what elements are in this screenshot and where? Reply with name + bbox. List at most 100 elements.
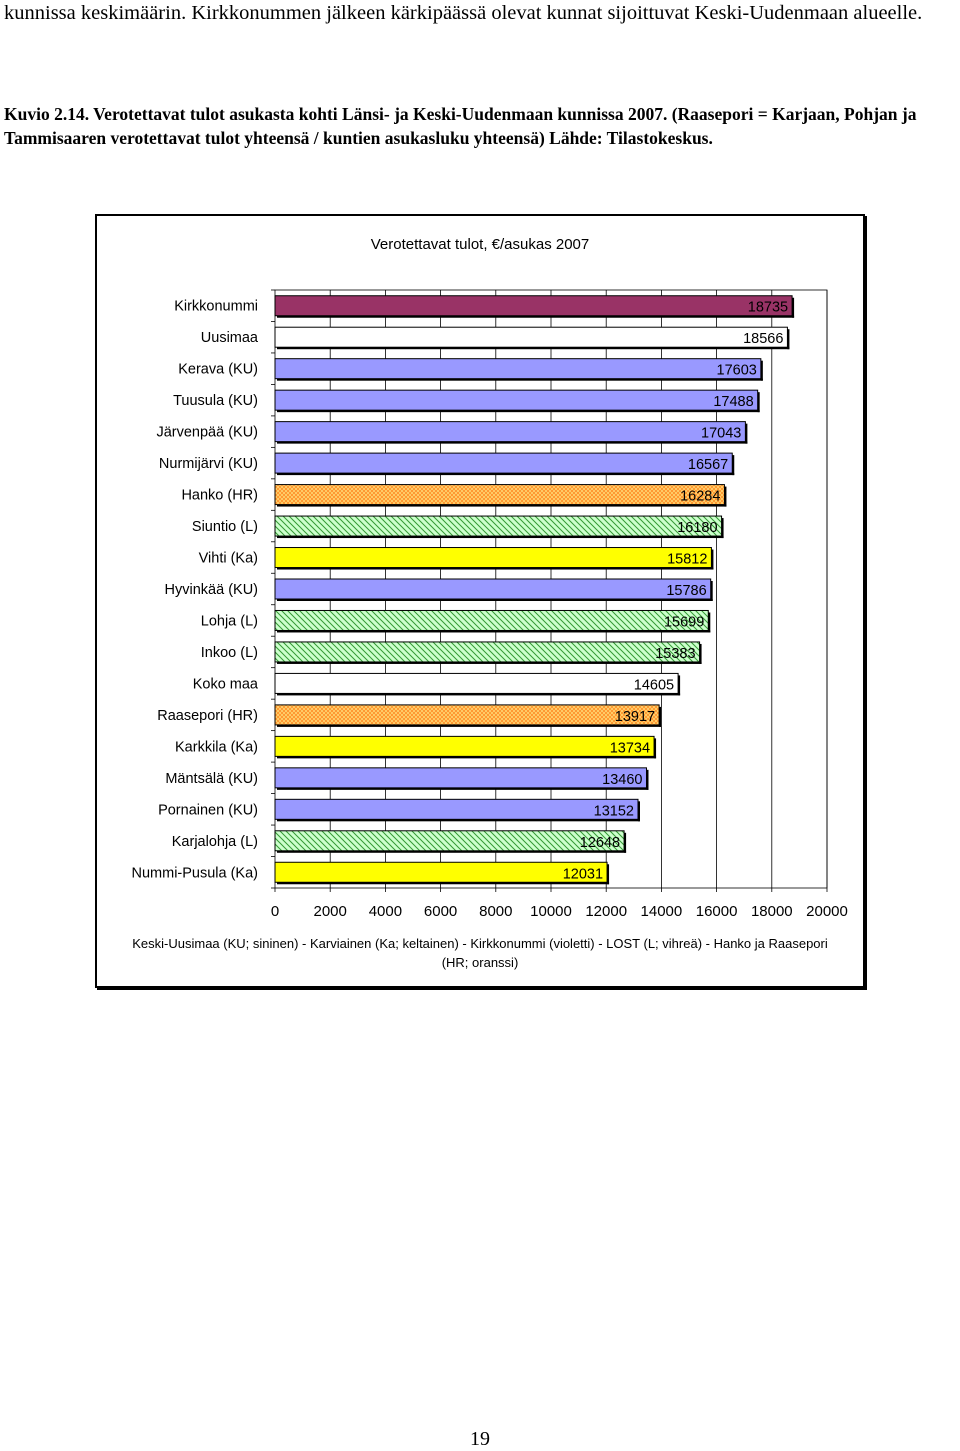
category-label: Lohja (L) xyxy=(201,613,258,629)
category-label: Uusimaa xyxy=(201,330,259,346)
bar xyxy=(274,798,639,820)
category-label: Mäntsälä (KU) xyxy=(165,771,258,787)
figure-caption: Kuvio 2.14. Verotettavat tulot asukasta … xyxy=(4,104,917,148)
bar-shadow xyxy=(721,518,724,539)
x-tick-label: 18000 xyxy=(751,903,793,920)
bar-shadow xyxy=(277,473,735,476)
category-label: Kirkkonummi xyxy=(174,299,258,315)
bar-shadow xyxy=(277,756,657,759)
category-label: Tuusula (KU) xyxy=(173,393,258,409)
bar-shadow xyxy=(678,675,681,696)
bar xyxy=(274,704,660,726)
bar-shadow xyxy=(757,392,760,413)
data-label: 15786 xyxy=(666,583,706,599)
data-label: 13152 xyxy=(594,803,634,819)
bar-shadow xyxy=(659,706,662,727)
data-label: 16567 xyxy=(688,457,728,473)
data-label: 15699 xyxy=(664,614,704,630)
x-tick-label: 2000 xyxy=(314,903,347,920)
bar-shadow xyxy=(277,630,711,633)
category-label: Hanko (HR) xyxy=(181,488,258,504)
bar xyxy=(274,484,725,506)
bar-shadow xyxy=(277,410,760,413)
bar xyxy=(274,389,759,411)
bar-shadow xyxy=(277,819,640,822)
bar-shadow xyxy=(699,643,702,664)
intro-paragraph: kunnissa keskimäärin. Kirkkonummen jälke… xyxy=(4,2,923,24)
data-label: 15812 xyxy=(667,552,707,568)
bar-shadow xyxy=(646,769,649,790)
bar-shadow xyxy=(277,724,662,727)
bar xyxy=(274,295,793,317)
bar-shadow xyxy=(277,661,702,664)
category-label: Hyvinkää (KU) xyxy=(165,582,258,598)
bar xyxy=(274,515,723,537)
chart-title: Verotettavat tulot, €/asukas 2007 xyxy=(370,236,590,253)
bar-shadow xyxy=(724,486,727,507)
bar-shadow xyxy=(607,864,610,885)
category-label: Siuntio (L) xyxy=(192,519,258,535)
bar xyxy=(274,358,762,380)
bar-shadow xyxy=(277,693,681,696)
bar-chart: 0 2000 4000 6000 8000 10000 12000 14000 16000 180… xyxy=(132,289,848,920)
bar-shadow xyxy=(277,315,795,318)
bar xyxy=(274,547,712,569)
bar-shadow xyxy=(277,882,610,885)
x-tick-label: 16000 xyxy=(696,903,738,920)
bar-shadow xyxy=(654,738,657,759)
bar xyxy=(274,830,625,852)
bar-shadow xyxy=(277,850,627,853)
category-label: Karkkila (Ka) xyxy=(175,739,258,755)
category-label: Raasepori (HR) xyxy=(157,708,258,724)
x-tick-label: 4000 xyxy=(369,903,402,920)
chart-frame: Verotettavat tulot, €/asukas 2007 0 2000 4… xyxy=(95,214,865,988)
category-label: Pornainen (KU) xyxy=(158,802,258,818)
data-label: 16284 xyxy=(680,489,720,505)
bar xyxy=(274,641,701,663)
bar-shadow xyxy=(787,329,790,350)
bar xyxy=(274,735,655,757)
bar xyxy=(274,452,733,474)
bar-shadow xyxy=(277,536,724,539)
x-tick-label: 0 xyxy=(271,903,279,920)
page-number: 19 xyxy=(470,1428,490,1450)
x-tick-label: 20000 xyxy=(806,903,848,920)
bar-shadow xyxy=(277,441,748,444)
category-label: Järvenpää (KU) xyxy=(156,425,258,441)
data-label: 12648 xyxy=(580,835,620,851)
bar xyxy=(274,326,788,348)
data-label: 17043 xyxy=(701,426,741,442)
data-label: 18735 xyxy=(748,300,788,316)
data-label: 13917 xyxy=(615,709,655,725)
bar-shadow xyxy=(708,612,711,633)
bar-shadow xyxy=(711,549,714,570)
category-label: Nurmijärvi (KU) xyxy=(159,456,258,472)
chart-legend-note: Keski-Uusimaa (KU; sininen) - Karviainen… xyxy=(132,936,828,970)
bar xyxy=(274,672,679,694)
data-label: 14605 xyxy=(634,677,674,693)
bar xyxy=(274,421,746,443)
data-label: 18566 xyxy=(743,331,783,347)
x-tick-label: 8000 xyxy=(479,903,512,920)
bar-shadow xyxy=(760,360,763,381)
data-label: 16180 xyxy=(677,520,717,536)
data-label: 15383 xyxy=(655,646,695,662)
data-label: 13460 xyxy=(602,772,642,788)
data-label: 17603 xyxy=(717,363,757,379)
bar-shadow xyxy=(637,801,640,822)
bar-shadow xyxy=(624,832,627,853)
category-label: Inkoo (L) xyxy=(201,645,258,661)
x-tick-label: 6000 xyxy=(424,903,457,920)
category-label: Nummi-Pusula (Ka) xyxy=(132,865,259,881)
bar-shadow xyxy=(277,378,763,381)
category-label: Karjalohja (L) xyxy=(172,834,258,850)
bar-shadow xyxy=(277,567,714,570)
bar-shadow xyxy=(277,787,649,790)
bar-shadow xyxy=(732,455,735,476)
bar-shadow xyxy=(277,347,790,350)
bar xyxy=(274,609,709,631)
bar-shadow xyxy=(710,581,713,601)
category-label: Vihti (Ka) xyxy=(199,551,258,567)
data-label: 17488 xyxy=(713,394,753,410)
bar xyxy=(274,767,647,789)
